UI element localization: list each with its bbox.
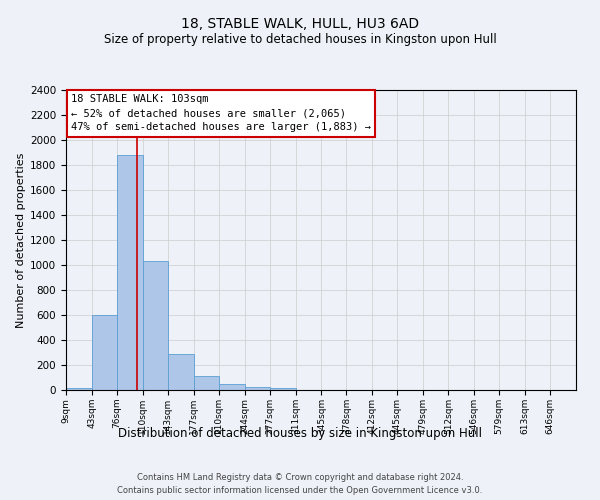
Text: Contains HM Land Registry data © Crown copyright and database right 2024.: Contains HM Land Registry data © Crown c… xyxy=(137,472,463,482)
Bar xyxy=(269,388,296,390)
Text: 18, STABLE WALK, HULL, HU3 6AD: 18, STABLE WALK, HULL, HU3 6AD xyxy=(181,18,419,32)
Text: Size of property relative to detached houses in Kingston upon Hull: Size of property relative to detached ho… xyxy=(104,32,496,46)
Text: Distribution of detached houses by size in Kingston upon Hull: Distribution of detached houses by size … xyxy=(118,428,482,440)
Bar xyxy=(143,261,168,390)
Bar xyxy=(168,354,194,390)
Bar xyxy=(92,315,117,390)
Bar xyxy=(245,387,269,390)
Text: 18 STABLE WALK: 103sqm
← 52% of detached houses are smaller (2,065)
47% of semi-: 18 STABLE WALK: 103sqm ← 52% of detached… xyxy=(71,94,371,132)
Bar xyxy=(194,376,219,390)
Y-axis label: Number of detached properties: Number of detached properties xyxy=(16,152,26,328)
Text: Contains public sector information licensed under the Open Government Licence v3: Contains public sector information licen… xyxy=(118,486,482,495)
Bar xyxy=(66,388,92,390)
Bar xyxy=(117,155,143,390)
Bar xyxy=(219,384,245,390)
